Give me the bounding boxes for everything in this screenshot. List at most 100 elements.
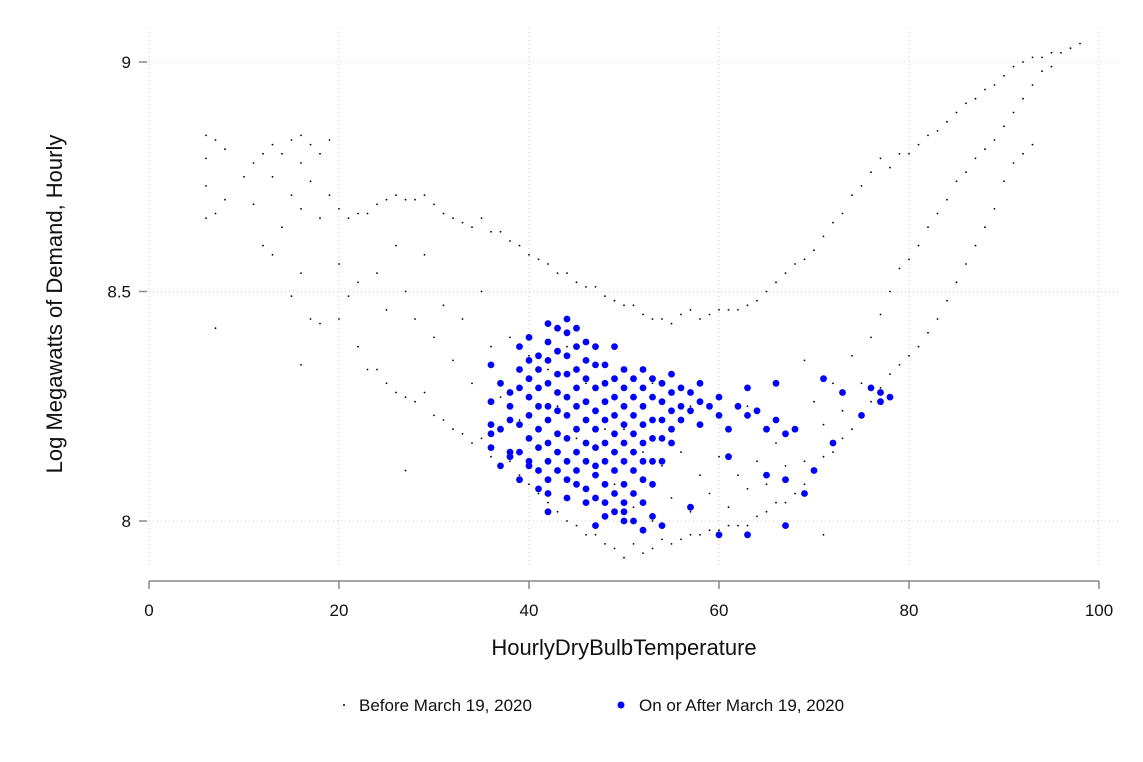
data-point-before [822, 235, 825, 238]
data-point-after [658, 522, 666, 529]
data-point-before [974, 244, 977, 247]
data-point-before [822, 423, 825, 426]
data-point-after [601, 379, 609, 387]
data-point-before [214, 139, 217, 141]
data-point-after [715, 531, 723, 539]
data-point-after [554, 324, 561, 332]
data-point-after [639, 439, 647, 447]
data-point-before [214, 327, 217, 330]
data-point-before [841, 409, 844, 412]
data-point-before [784, 465, 787, 467]
data-point-before [756, 515, 758, 518]
data-point-before [917, 143, 920, 146]
data-point-before [699, 318, 701, 320]
data-point-before [879, 157, 882, 160]
data-point-before [604, 295, 606, 297]
data-point-before [271, 143, 274, 146]
data-point-after [658, 416, 666, 424]
data-point-after [535, 485, 542, 493]
data-point-after [601, 457, 609, 465]
data-point-after [611, 490, 618, 497]
data-point-before [414, 318, 416, 320]
data-point-before [927, 331, 929, 334]
data-point-after [506, 402, 514, 410]
data-point-after [639, 476, 647, 484]
data-point-before [433, 336, 435, 339]
data-point-after [544, 416, 552, 424]
data-point-before [1022, 61, 1024, 63]
data-point-before [461, 432, 464, 435]
data-point-after [601, 480, 609, 488]
data-point-before [452, 359, 454, 362]
data-point-before [1003, 74, 1005, 77]
data-point-before [575, 437, 578, 440]
data-point-after [763, 471, 770, 479]
data-point-before [927, 226, 929, 229]
data-point-before [727, 524, 730, 527]
data-point-after [639, 402, 647, 410]
tick-marks: 0 20 40 60 80 100 8 8.5 9 [107, 53, 1113, 620]
data-point-before [803, 258, 806, 261]
data-point-after [601, 416, 609, 424]
data-point-before [946, 299, 948, 302]
data-point-before [566, 345, 568, 348]
data-point-before [775, 281, 777, 284]
data-point-before [708, 492, 711, 495]
data-point-after [630, 375, 637, 383]
x-tick-label: 60 [710, 601, 729, 620]
data-point-before [1003, 125, 1005, 128]
data-point-before [1022, 97, 1024, 100]
data-point-after [535, 366, 542, 373]
data-point-after [715, 412, 723, 419]
data-point-after [877, 398, 884, 406]
data-point-after [487, 361, 495, 369]
data-point-before [518, 474, 521, 476]
data-point-before [604, 543, 606, 545]
data-point-after [630, 412, 637, 419]
data-point-before [404, 469, 407, 472]
data-point-before [1069, 47, 1072, 50]
data-point-before [528, 354, 530, 357]
data-point-before [670, 497, 673, 499]
data-point-before [680, 451, 682, 453]
data-point-after [563, 476, 571, 484]
data-point-before [832, 221, 834, 224]
legend-label-after: On or After March 19, 2020 [639, 696, 844, 715]
data-point-after [563, 370, 571, 378]
data-point-after [630, 448, 637, 456]
legend-label-before: Before March 19, 2020 [359, 696, 532, 715]
data-point-after [525, 357, 533, 364]
data-point-after [554, 448, 561, 456]
data-point-after [649, 435, 656, 442]
data-point-before [252, 162, 255, 164]
data-point-after [744, 384, 751, 392]
data-point-before [471, 442, 473, 444]
data-point-after [639, 526, 647, 534]
y-tick-label: 8 [122, 512, 131, 531]
series-after-points [487, 315, 894, 539]
data-point-after [677, 416, 685, 424]
data-point-before [1012, 162, 1015, 164]
data-point-before [822, 455, 825, 458]
data-point-before [480, 437, 483, 440]
data-point-after [563, 435, 571, 442]
data-point-before [993, 139, 996, 141]
data-point-after [582, 398, 590, 406]
data-point-before [898, 267, 901, 270]
data-point-after [630, 467, 637, 474]
data-point-after [658, 435, 666, 442]
data-point-before [670, 322, 673, 325]
data-point-after [554, 407, 561, 415]
data-point-before [281, 226, 283, 229]
data-point-before [765, 290, 768, 293]
data-point-before [965, 102, 967, 105]
data-point-after [525, 435, 533, 442]
data-point-after [649, 393, 656, 401]
data-point-before [338, 318, 340, 320]
data-point-before [499, 230, 502, 233]
data-point-before [984, 148, 986, 151]
data-point-after [639, 384, 647, 392]
data-point-before [423, 253, 426, 256]
x-tick-label: 0 [144, 601, 153, 620]
data-point-before [794, 263, 796, 265]
